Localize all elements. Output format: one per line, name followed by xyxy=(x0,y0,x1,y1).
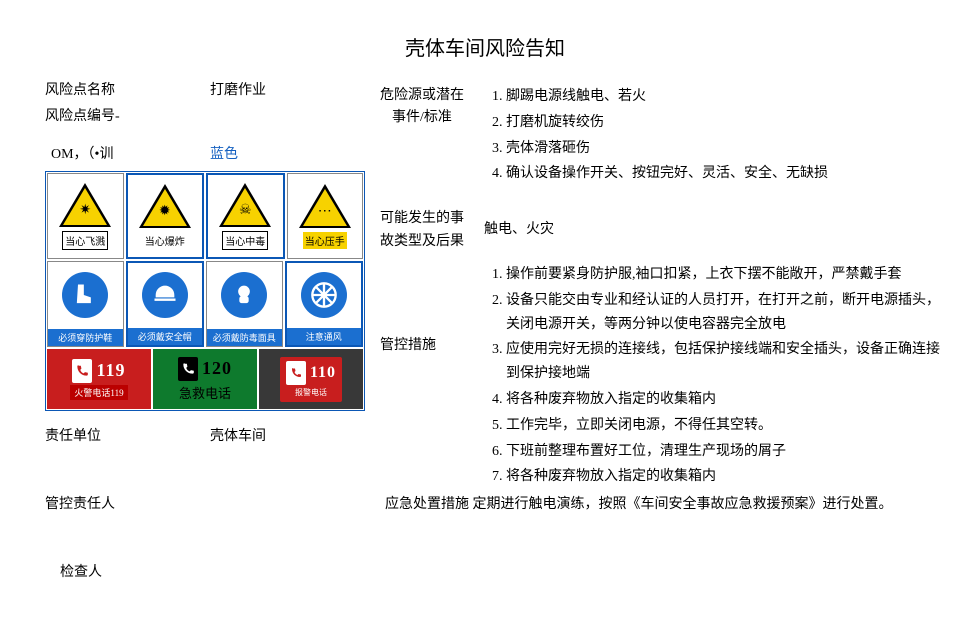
sign-label: 必须穿防护鞋 xyxy=(48,329,123,346)
phone-number: 110 xyxy=(310,364,336,382)
accident-label-line1: 可能发生的事 xyxy=(380,208,484,230)
triangle-glyph: ✷ xyxy=(73,201,97,221)
list-item: 将各种废弃物放入指定的收集箱内 xyxy=(506,465,945,489)
left-column: 风险点名称 打磨作业 风险点编号- OM，（•训 蓝色 ✷ 当心飞溅 ✹ 当心爆… xyxy=(45,79,405,451)
phone-icon xyxy=(178,357,198,381)
control-person-label: 管控责任人 xyxy=(45,493,385,513)
warning-triangle-icon: ⋯ xyxy=(299,184,351,228)
right-column: 危险源或潜在 事件/标准 脚踢电源线触电、若火 打磨机旋转绞伤 壳体滑落砸伤 确… xyxy=(380,79,945,501)
risk-name-label: 风险点名称 xyxy=(45,79,210,99)
phone-icon xyxy=(72,359,92,383)
warn-sign-crush: ⋯ 当心压手 xyxy=(287,173,364,259)
warn-sign-flying-debris: ✷ 当心飞溅 xyxy=(47,173,124,259)
hazard-list: 脚踢电源线触电、若火 打磨机旋转绞伤 壳体滑落砸伤 确认设备操作开关、按钮完好、… xyxy=(484,85,945,186)
list-item: 壳体滑落砸伤 xyxy=(506,137,945,161)
emergency-measures: 应急处置措施 定期进行触电演练，按照《车间安全事故应急救援预案》进行处置。 xyxy=(385,493,893,513)
responsible-unit-row: 责任单位 壳体车间 xyxy=(45,425,405,445)
control-list: 操作前要紧身防护服,袖口扣紧，上衣下摆不能敞开，严禁戴手套 设备只能交由专业和经… xyxy=(484,263,945,489)
page-title: 壳体车间风险告知 xyxy=(0,0,970,79)
phone-icon xyxy=(286,361,306,385)
control-person-row: 管控责任人 应急处置措施 定期进行触电演练，按照《车间安全事故应急救援预案》进行… xyxy=(45,493,945,513)
phone-number: 119 xyxy=(96,360,125,381)
warn-sign-explosion: ✹ 当心爆炸 xyxy=(126,173,205,259)
hazard-source-row: 危险源或潜在 事件/标准 脚踢电源线触电、若火 打磨机旋转绞伤 壳体滑落砸伤 确… xyxy=(380,85,945,188)
inspector-row: 检查人 xyxy=(60,561,102,581)
list-item: 脚踢电源线触电、若火 xyxy=(506,85,945,109)
phone-card-fire: 119 火警电话119 xyxy=(47,349,151,409)
mask-icon xyxy=(221,272,267,318)
risk-no-row: 风险点编号- xyxy=(45,105,405,125)
control-measures-label: 管控措施 xyxy=(380,263,484,357)
list-item: 将各种废弃物放入指定的收集箱内 xyxy=(506,388,945,412)
control-measures-row: 管控措施 操作前要紧身防护服,袖口扣紧，上衣下摆不能敞开，严禁戴手套 设备只能交… xyxy=(380,263,945,491)
om-value: 蓝色 xyxy=(210,143,238,163)
hazard-source-value: 脚踢电源线触电、若火 打磨机旋转绞伤 壳体滑落砸伤 确认设备操作开关、按钮完好、… xyxy=(484,85,945,188)
sign-label: 必须戴安全帽 xyxy=(128,328,203,345)
hazard-label-line2: 事件/标准 xyxy=(380,107,484,129)
sign-label: 注意通风 xyxy=(287,328,362,345)
emergency-value: 定期进行触电演练，按照《车间安全事故应急救援预案》进行处置。 xyxy=(473,497,893,512)
accident-label-line2: 故类型及后果 xyxy=(380,231,484,253)
sign-label: 当心中毒 xyxy=(222,231,268,250)
mandatory-sign-helmet: 必须戴安全帽 xyxy=(126,261,205,347)
list-item: 应使用完好无损的连接线，包括保护接线端和安全插头，设备正确连接 到保护接地端 xyxy=(506,338,945,386)
phone-label: 报警电话 xyxy=(295,387,327,398)
risk-name-value: 打磨作业 xyxy=(210,79,266,99)
sign-grid: ✷ 当心飞溅 ✹ 当心爆炸 ☠ 当心中毒 ⋯ 当心压手 xyxy=(45,171,365,411)
accident-type-row: 可能发生的事 故类型及后果 触电、火灾 xyxy=(380,208,945,253)
triangle-glyph: ⋯ xyxy=(313,202,337,222)
phone-label: 急救电话 xyxy=(179,383,231,402)
sign-label: 当心飞溅 xyxy=(62,231,108,250)
list-item: 工作完毕，立即关闭电源，不得任其空转。 xyxy=(506,414,945,438)
helmet-icon xyxy=(142,272,188,318)
hazard-source-label: 危险源或潜在 事件/标准 xyxy=(380,85,484,130)
triangle-glyph: ✹ xyxy=(153,202,177,222)
accident-type-label: 可能发生的事 故类型及后果 xyxy=(380,208,484,253)
emergency-label: 应急处置措施 xyxy=(385,497,469,512)
phone-number: 120 xyxy=(202,358,232,379)
list-item: 下班前整理布置好工位，清理生产现场的屑子 xyxy=(506,440,945,464)
sign-label: 当心压手 xyxy=(303,232,347,249)
triangle-glyph: ☠ xyxy=(233,201,257,221)
phone-top: 110 xyxy=(286,361,336,385)
phone-inner-card: 110 报警电话 xyxy=(280,357,342,402)
risk-no-label: 风险点编号- xyxy=(45,105,210,125)
phone-card-ambulance: 120 急救电话 xyxy=(153,349,257,409)
warn-sign-poison: ☠ 当心中毒 xyxy=(206,173,285,259)
responsible-unit-label: 责任单位 xyxy=(45,425,210,445)
phone-card-police: 110 报警电话 xyxy=(259,349,363,409)
list-item: 确认设备操作开关、按钮完好、灵活、安全、无缺损 xyxy=(506,162,945,186)
list-item: 打磨机旋转绞伤 xyxy=(506,111,945,135)
accident-type-value: 触电、火灾 xyxy=(484,208,945,242)
risk-name-row: 风险点名称 打磨作业 xyxy=(45,79,405,99)
om-row: OM，（•训 蓝色 xyxy=(45,143,405,163)
warning-triangle-icon: ☠ xyxy=(219,183,271,227)
mandatory-sign-row: 必须穿防护鞋 必须戴安全帽 必须戴防毒面具 xyxy=(46,260,364,348)
sign-label: 当心爆炸 xyxy=(143,232,187,249)
phone-top: 119 xyxy=(72,359,125,383)
mandatory-sign-ventilation: 注意通风 xyxy=(285,261,364,347)
warning-triangle-icon: ✹ xyxy=(139,184,191,228)
hazard-label-line1: 危险源或潜在 xyxy=(380,85,484,107)
om-label: OM，（•训 xyxy=(45,143,210,163)
mandatory-sign-boots: 必须穿防护鞋 xyxy=(47,261,124,347)
boot-icon xyxy=(62,272,108,318)
mandatory-sign-mask: 必须戴防毒面具 xyxy=(206,261,283,347)
responsible-unit-value: 壳体车间 xyxy=(210,425,266,445)
control-measures-value: 操作前要紧身防护服,袖口扣紧，上衣下摆不能敞开，严禁戴手套 设备只能交由专业和经… xyxy=(484,263,945,491)
warning-sign-row: ✷ 当心飞溅 ✹ 当心爆炸 ☠ 当心中毒 ⋯ 当心压手 xyxy=(46,172,364,260)
list-item: 设备只能交由专业和经认证的人员打开，在打开之前，断开电源插头， 关闭电源开关，等… xyxy=(506,289,945,337)
inspector-label: 检查人 xyxy=(60,561,102,581)
sign-label: 必须戴防毒面具 xyxy=(207,329,282,346)
warning-triangle-icon: ✷ xyxy=(59,183,111,227)
phone-top: 120 xyxy=(178,357,232,381)
fan-icon xyxy=(301,272,347,318)
emergency-phone-row: 119 火警电话119 120 急救电话 xyxy=(46,348,364,410)
list-item: 操作前要紧身防护服,袖口扣紧，上衣下摆不能敞开，严禁戴手套 xyxy=(506,263,945,287)
phone-label: 火警电话119 xyxy=(70,385,127,400)
